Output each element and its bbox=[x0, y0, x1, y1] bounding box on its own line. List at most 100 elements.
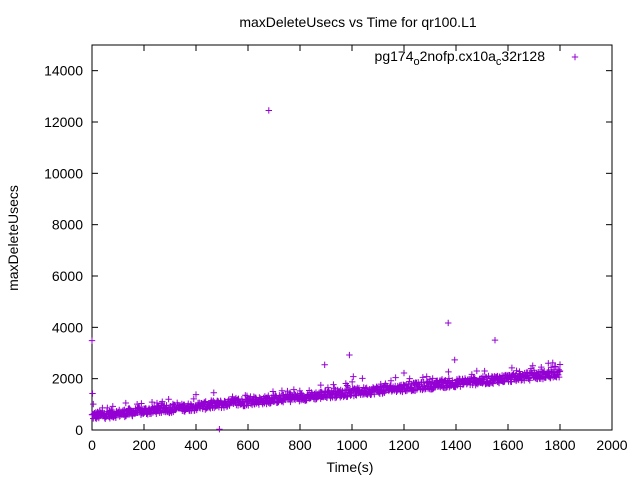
y-tick-label: 0 bbox=[75, 422, 83, 438]
x-tick-label: 1200 bbox=[388, 437, 419, 453]
data-point bbox=[556, 361, 564, 368]
data-point bbox=[190, 395, 197, 403]
data-point bbox=[192, 391, 200, 398]
data-point bbox=[555, 373, 563, 381]
data-point bbox=[392, 374, 399, 381]
data-point bbox=[88, 337, 96, 344]
data-point bbox=[423, 373, 430, 380]
x-tick-label: 800 bbox=[288, 437, 312, 453]
x-tick-label: 600 bbox=[236, 437, 260, 453]
data-point bbox=[445, 319, 452, 327]
data-point bbox=[508, 364, 516, 372]
data-point bbox=[122, 399, 129, 407]
x-tick-label: 2000 bbox=[596, 437, 627, 453]
data-point bbox=[321, 361, 328, 369]
x-tick-label: 1600 bbox=[492, 437, 523, 453]
y-axis: 0 2000 4000 6000 8000 10000 12000 14000 bbox=[44, 63, 612, 438]
data-points bbox=[88, 107, 564, 433]
x-tick-label: 200 bbox=[132, 437, 156, 453]
data-point bbox=[138, 400, 145, 407]
x-axis-label: Time(s) bbox=[327, 459, 374, 475]
data-point bbox=[445, 375, 453, 382]
data-point bbox=[89, 390, 96, 397]
legend-label-part: 32r128 bbox=[501, 48, 545, 64]
legend-label-subscript: o bbox=[413, 56, 419, 68]
data-point bbox=[153, 399, 161, 407]
legend-marker-glyph bbox=[571, 53, 579, 61]
y-tick-label: 2000 bbox=[52, 371, 83, 387]
data-point bbox=[153, 410, 160, 417]
y-tick-label: 12000 bbox=[44, 114, 83, 130]
data-point bbox=[481, 367, 488, 375]
data-point bbox=[165, 395, 172, 403]
data-point bbox=[547, 364, 555, 371]
legend-label: pg174o2nofp.cx10ac32r128 bbox=[375, 48, 546, 68]
data-point bbox=[133, 400, 141, 408]
data-point bbox=[269, 388, 277, 395]
legend-label-part: pg174 bbox=[375, 48, 414, 64]
data-point bbox=[494, 372, 501, 380]
data-point bbox=[538, 363, 545, 371]
data-point bbox=[278, 387, 286, 394]
data-point bbox=[530, 366, 538, 374]
data-point bbox=[172, 404, 179, 411]
data-point bbox=[426, 375, 434, 383]
data-point bbox=[348, 378, 356, 386]
data-point bbox=[473, 367, 480, 375]
data-point bbox=[451, 356, 458, 364]
data-point bbox=[491, 336, 499, 344]
x-tick-label: 1800 bbox=[544, 437, 575, 453]
data-point bbox=[201, 399, 209, 406]
data-point bbox=[290, 386, 298, 393]
x-tick-label: 1000 bbox=[336, 437, 367, 453]
data-point bbox=[551, 363, 558, 370]
data-point bbox=[359, 375, 366, 382]
data-point bbox=[429, 375, 436, 382]
data-point bbox=[529, 362, 536, 369]
y-tick-label: 10000 bbox=[44, 165, 83, 181]
data-point bbox=[109, 403, 116, 410]
data-point bbox=[216, 426, 223, 433]
data-point bbox=[159, 398, 166, 405]
x-tick-label: 1400 bbox=[440, 437, 471, 453]
data-point bbox=[234, 396, 241, 403]
x-tick-label: 400 bbox=[184, 437, 208, 453]
data-point bbox=[210, 389, 217, 396]
legend-label-subscript: c bbox=[496, 56, 502, 68]
x-tick-label: 0 bbox=[88, 437, 96, 453]
y-axis-label: maxDeleteUsecs bbox=[5, 185, 21, 291]
data-point bbox=[344, 393, 351, 400]
data-point bbox=[419, 374, 427, 381]
legend-marker bbox=[571, 53, 579, 61]
data-point bbox=[112, 414, 120, 421]
data-point bbox=[545, 360, 552, 367]
y-tick-label: 8000 bbox=[52, 217, 83, 233]
y-tick-label: 4000 bbox=[52, 319, 83, 335]
legend: pg174o2nofp.cx10ac32r128 bbox=[375, 48, 579, 68]
data-point bbox=[346, 351, 353, 359]
data-point bbox=[343, 382, 351, 389]
data-point bbox=[265, 392, 272, 399]
data-point bbox=[317, 381, 324, 389]
data-point bbox=[148, 398, 156, 406]
data-point bbox=[400, 369, 408, 377]
data-point bbox=[90, 400, 97, 408]
chart-title: maxDeleteUsecs vs Time for qr100.L1 bbox=[239, 14, 477, 30]
y-tick-label: 14000 bbox=[44, 63, 83, 79]
data-point bbox=[287, 398, 294, 406]
data-point bbox=[516, 368, 523, 375]
data-point bbox=[387, 377, 395, 384]
data-point bbox=[265, 107, 272, 114]
data-point bbox=[406, 375, 413, 382]
data-point bbox=[330, 381, 337, 388]
data-point bbox=[556, 367, 564, 375]
x-axis: 0 200 400 600 800 1000 1200 1400 1600 1800 2000 bbox=[88, 45, 628, 453]
data-point bbox=[508, 378, 515, 386]
data-point bbox=[445, 368, 452, 376]
data-point bbox=[350, 373, 357, 380]
data-point bbox=[99, 404, 106, 412]
y-tick-label: 6000 bbox=[52, 268, 83, 284]
legend-label-part: 2nofp.cx10a bbox=[420, 48, 496, 64]
data-point bbox=[165, 404, 173, 411]
